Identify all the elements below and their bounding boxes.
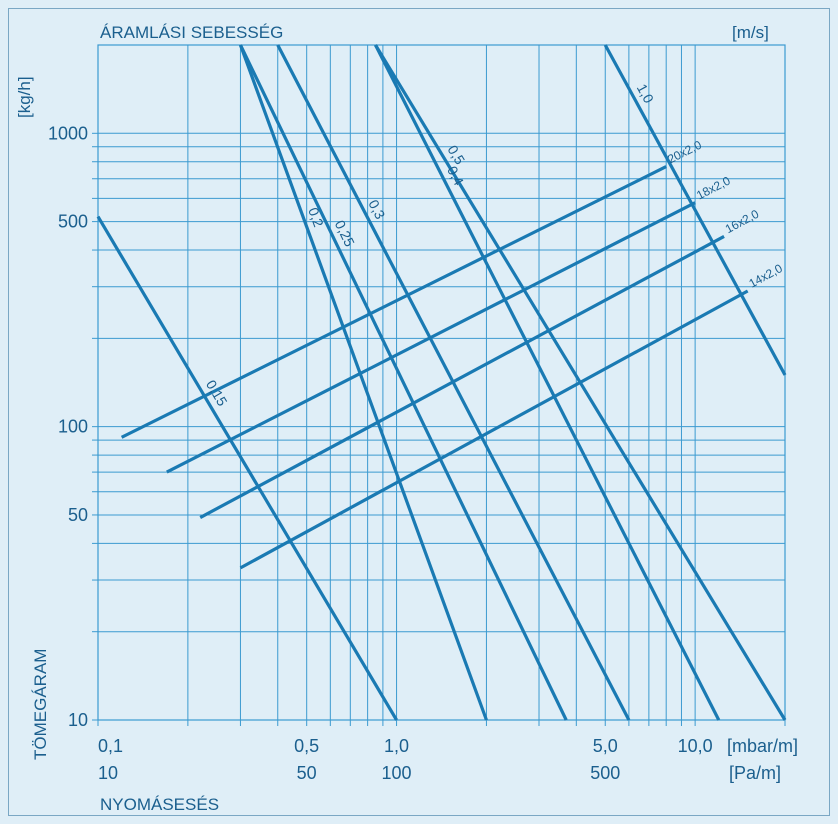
x-unit-2: [Pa/m]: [729, 763, 781, 783]
pipe-size-line: [120, 165, 667, 439]
y-tick-label: 100: [58, 417, 88, 437]
x-tick-label-mbar: 0,5: [294, 736, 319, 756]
chart-title: ÁRAMLÁSI SEBESSÉG: [100, 23, 283, 42]
velocity-line: [238, 44, 488, 721]
x-tick-label-mbar: 5,0: [593, 736, 618, 756]
x-tick-label-mbar: 10,0: [678, 736, 713, 756]
velocity-line: [239, 44, 568, 721]
x-tick-label-mbar: 1,0: [384, 736, 409, 756]
pipe-size-line: [166, 201, 696, 474]
velocity-line: [374, 44, 721, 721]
y-tick-label: 500: [58, 212, 88, 232]
y-tick-label: 10: [68, 710, 88, 730]
pipe-size-label: 14x2,0: [746, 261, 785, 291]
x-tick-label-pa: 10: [98, 763, 118, 783]
title-unit: [m/s]: [732, 23, 769, 42]
y-tick-label: 1000: [48, 123, 88, 143]
series-group: [96, 44, 787, 721]
velocity-line: [603, 44, 787, 376]
x-axis-label: NYOMÁSESÉS: [100, 795, 219, 814]
pipe-size-label: 16x2,0: [723, 207, 762, 237]
y-unit-label: [kg/h]: [15, 76, 34, 118]
y-tick-label: 50: [68, 505, 88, 525]
x-unit-1: [mbar/m]: [727, 736, 798, 756]
x-tick-label-mbar: 0,1: [98, 736, 123, 756]
velocity-line: [96, 215, 398, 721]
velocity-line-label: 0,4: [444, 163, 467, 188]
y-axis-label: TÖMEGÁRAM: [31, 649, 50, 760]
grid: [92, 44, 786, 726]
pipe-size-line: [199, 235, 725, 519]
x-tick-label-pa: 500: [590, 763, 620, 783]
x-tick-label-pa: 100: [382, 763, 412, 783]
pipe-size-line: [239, 289, 749, 570]
labels-group: 10 50 100 500 1000 0,1 10 0,5 50 1,0 100 5,0 500 10,0…: [48, 81, 785, 783]
velocity-line-label: 0,2: [305, 205, 327, 229]
x-tick-label-pa: 50: [297, 763, 317, 783]
